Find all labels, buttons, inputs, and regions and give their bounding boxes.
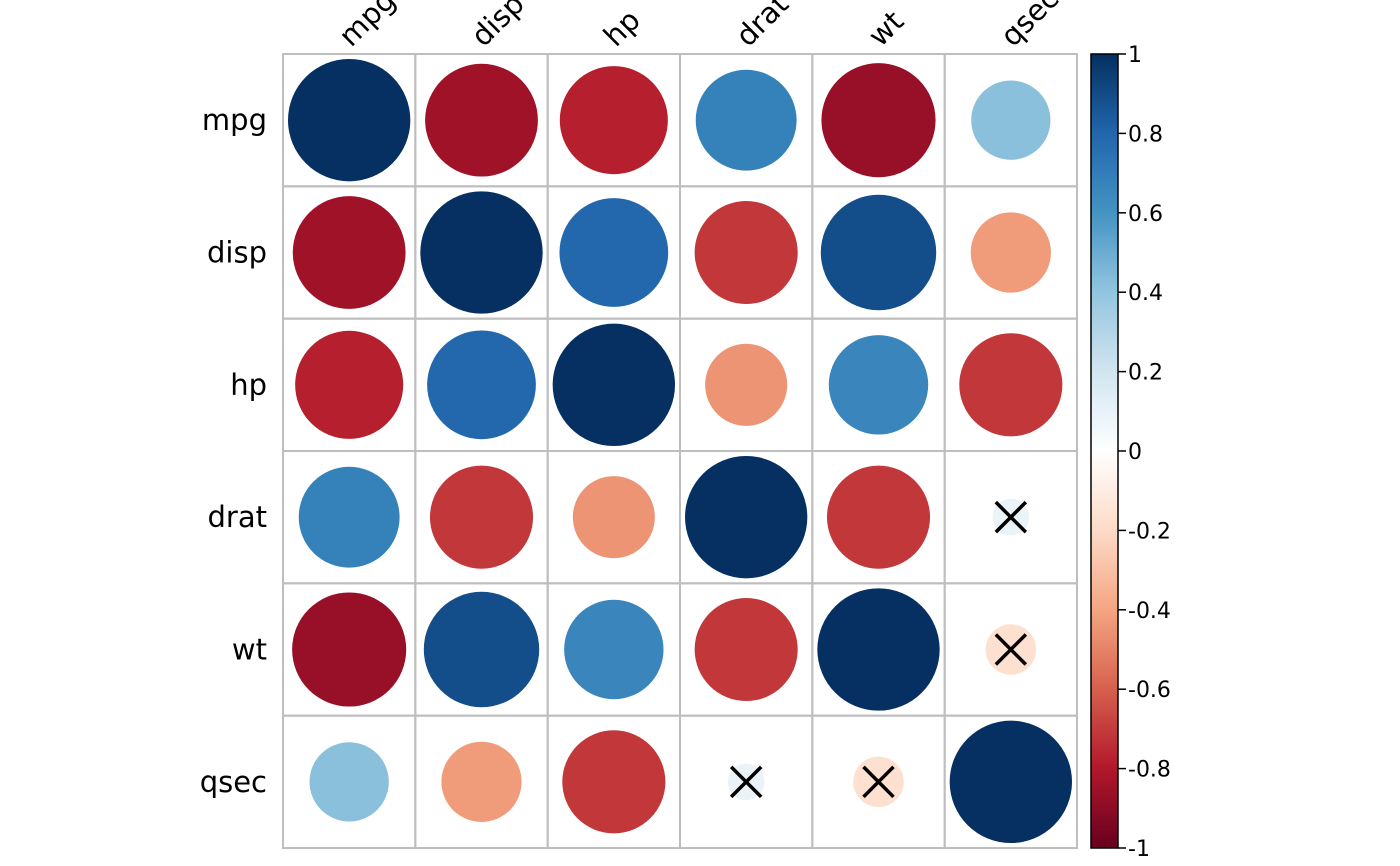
correlation-circle-qsec-qsec <box>949 720 1072 843</box>
colorbar-tick-label: -0.6 <box>1128 678 1171 703</box>
correlation-circle-drat-disp <box>429 465 534 569</box>
insignificant-mark-drat-qsec <box>994 500 1028 534</box>
correlation-circle-mpg-drat <box>695 69 797 171</box>
correlation-circle-drat-drat <box>685 456 808 579</box>
colorbar-tick-label: 0 <box>1128 440 1142 465</box>
correlation-circle-qsec-hp <box>562 730 666 834</box>
correlation-circle-disp-mpg <box>292 196 406 309</box>
correlation-circle-disp-qsec <box>970 212 1051 293</box>
correlation-circle-mpg-hp <box>559 66 668 175</box>
correlation-circle-hp-wt <box>828 335 929 435</box>
color-legend: 1 0.8 0.6 0.4 0.2 0 -0.2 -0.4 -0.6 -0.8 -1 <box>1090 43 1171 862</box>
row-label-mpg: mpg <box>202 103 267 137</box>
column-label-disp: disp <box>464 0 530 53</box>
correlation-circle-wt-wt <box>817 588 940 711</box>
colorbar <box>1090 53 1119 849</box>
row-label-qsec: qsec <box>200 765 267 799</box>
correlation-circle-hp-mpg <box>295 330 404 439</box>
correlation-circles <box>288 58 1072 843</box>
correlation-circle-drat-wt <box>826 465 931 569</box>
column-label-wt: wt <box>861 4 910 53</box>
correlation-circle-hp-qsec <box>959 333 1063 437</box>
correlation-circle-hp-disp <box>427 330 536 440</box>
column-label-qsec: qsec <box>994 0 1066 53</box>
colorbar-tick-label: 0.2 <box>1128 361 1163 386</box>
colorbar-tick-label: 0.6 <box>1128 202 1163 227</box>
correlation-circle-mpg-mpg <box>288 58 411 182</box>
colorbar-tick-label: 1 <box>1128 43 1142 68</box>
correlation-circle-mpg-disp <box>425 63 538 177</box>
correlation-circle-disp-hp <box>559 198 669 307</box>
column-label-drat: drat <box>729 0 795 53</box>
correlation-circle-wt-mpg <box>292 592 407 707</box>
row-label-disp: disp <box>207 236 267 270</box>
insignificant-mark-qsec-wt <box>862 765 895 799</box>
colorbar-tick-label: -1 <box>1128 837 1150 862</box>
insignificance-marks <box>729 500 1028 799</box>
correlation-circle-wt-drat <box>694 597 798 702</box>
colorbar-tick-label: -0.4 <box>1128 599 1171 624</box>
colorbar-tick-label: 0.4 <box>1128 281 1163 306</box>
correlation-circle-mpg-qsec <box>971 80 1051 160</box>
column-labels: mpg disp hp drat wt qsec <box>332 0 1065 53</box>
correlation-circle-disp-disp <box>420 191 543 314</box>
correlation-circle-hp-drat <box>705 343 788 426</box>
correlation-circle-wt-hp <box>564 599 664 700</box>
column-label-hp: hp <box>597 3 647 53</box>
correlation-circle-hp-hp <box>552 323 675 447</box>
correlation-circle-drat-mpg <box>298 466 400 568</box>
colorbar-tick-label: -0.8 <box>1128 758 1171 783</box>
correlation-circle-wt-disp <box>423 591 540 708</box>
insignificant-mark-wt-qsec <box>994 633 1028 666</box>
row-label-drat: drat <box>208 500 267 534</box>
correlation-circle-drat-hp <box>572 476 655 559</box>
grid <box>282 53 1079 850</box>
correlation-circle-disp-drat <box>694 200 798 305</box>
colorbar-tick-label: 0.8 <box>1128 122 1163 147</box>
column-label-mpg: mpg <box>332 0 402 53</box>
insignificant-mark-qsec-drat <box>729 765 763 799</box>
row-label-wt: wt <box>232 633 267 667</box>
correlation-circle-qsec-mpg <box>309 742 389 822</box>
row-labels: mpg disp hp drat wt qsec <box>200 103 267 799</box>
correlation-circle-qsec-disp <box>441 741 522 822</box>
correlation-circle-mpg-wt <box>821 63 936 178</box>
correlation-circle-disp-wt <box>820 194 937 311</box>
colorbar-tick-label: -0.2 <box>1128 519 1171 544</box>
colorbar-ticks: 1 0.8 0.6 0.4 0.2 0 -0.2 -0.4 -0.6 -0.8 -1 <box>1118 43 1171 862</box>
grid-cell <box>943 714 1079 850</box>
row-label-hp: hp <box>230 368 267 402</box>
